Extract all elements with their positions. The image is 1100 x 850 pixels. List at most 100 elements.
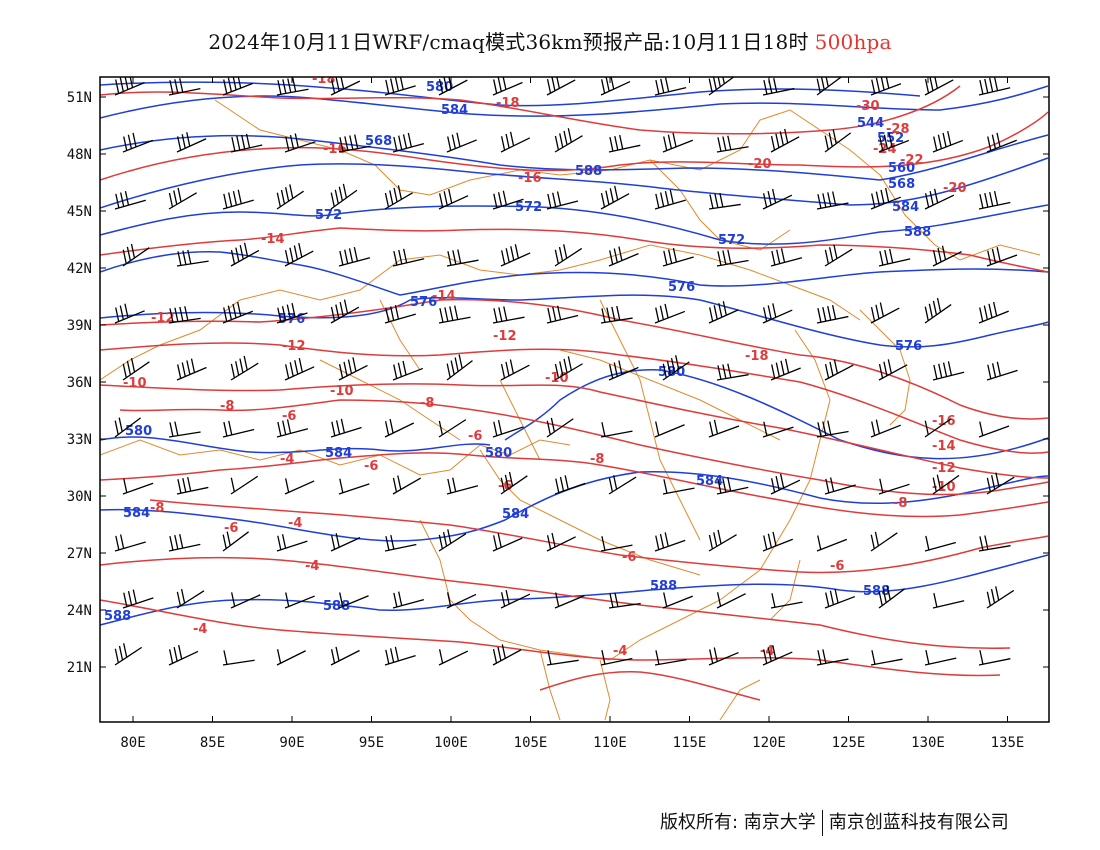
wind-barb [438, 189, 469, 210]
contour-label: -4 [305, 559, 319, 574]
wind-barb [554, 356, 583, 381]
wind-barb [276, 184, 304, 210]
contour-label: 584 [696, 474, 723, 489]
contour-label: -8 [220, 399, 234, 414]
wind-barb [924, 188, 955, 210]
wind-barb [932, 592, 965, 609]
wind-barb [122, 243, 150, 267]
wind-barb [878, 478, 910, 495]
lon-label: 115E [673, 735, 707, 751]
contour-label: -28 [886, 122, 910, 137]
wind-barb [384, 418, 415, 438]
wind-barb [500, 589, 531, 609]
wind-barb [870, 77, 902, 96]
wind-barb [978, 535, 1011, 552]
wind-barb [168, 187, 197, 210]
wind-barb [276, 302, 308, 324]
wind-barb [878, 132, 910, 153]
wind-barb [770, 358, 801, 381]
wind-barb [384, 185, 413, 210]
wind-barb [770, 248, 803, 267]
wind-barb [878, 585, 906, 609]
contour-label: -14 [261, 232, 285, 247]
contour-label: -8 [150, 501, 164, 516]
wind-barb [986, 472, 1015, 495]
contour-label: -20 [943, 181, 967, 196]
wind-barb [762, 531, 794, 552]
wind-barb [284, 592, 315, 609]
wind-barb [716, 592, 746, 609]
wind-barb [546, 532, 576, 552]
wind-barb [384, 535, 417, 552]
contour-label: -12 [932, 461, 956, 476]
lon-label: 100E [434, 735, 468, 751]
contour-label: -12 [493, 329, 517, 344]
contour-label: -10 [330, 384, 354, 399]
contour-label: 576 [895, 339, 922, 354]
wind-barb [824, 129, 852, 153]
wind-barb [284, 133, 316, 153]
wind-barb [608, 592, 641, 609]
wind-barb [492, 644, 522, 666]
wind-barb [438, 419, 467, 438]
contour-label: 576 [278, 312, 305, 327]
wind-barb [708, 77, 735, 96]
wind-barb [924, 77, 954, 96]
contour-label: 560 [888, 161, 915, 176]
lat-label: 30N [67, 489, 92, 505]
wind-barb [932, 474, 960, 495]
wind-barb [932, 361, 965, 381]
pressure-level: 500hpa [814, 30, 892, 54]
wind-barb [392, 591, 425, 609]
wind-barb [330, 646, 360, 666]
wind-barb [114, 303, 145, 324]
lon-label: 120E [752, 735, 786, 751]
contour-label: -8 [893, 496, 907, 511]
contour-label: 584 [123, 506, 150, 521]
wind-barb [770, 128, 800, 153]
wind-barb [222, 189, 254, 210]
wind-barb [554, 244, 583, 267]
wind-barb [716, 135, 749, 153]
contour-label: -14 [432, 289, 456, 304]
wind-barb [176, 249, 209, 267]
wind-barb [176, 589, 205, 609]
wind-barb [438, 649, 469, 666]
wind-barb [708, 529, 737, 552]
wind-barb [384, 77, 416, 96]
wind-barb [924, 418, 952, 438]
contour-label: -6 [282, 409, 296, 424]
contour-label: 568 [888, 177, 915, 192]
wind-barb [546, 305, 579, 324]
company-name: 南京创蓝科技有限公司 [828, 812, 1009, 833]
wind-barb [222, 650, 255, 666]
wind-barb [608, 134, 641, 153]
wind-barb [168, 306, 201, 324]
wind-barb [708, 301, 739, 324]
wind-barb [654, 650, 687, 666]
contour-label: 580 [485, 446, 512, 461]
wind-barb [762, 188, 793, 210]
wind-barb [932, 131, 964, 153]
lon-label: 95E [359, 735, 384, 751]
wind-barb [546, 77, 576, 96]
wind-barb [978, 77, 1011, 96]
lat-label: 42N [67, 261, 92, 277]
wind-barb [446, 132, 477, 153]
contour-label: 568 [365, 134, 392, 149]
wind-barb [114, 77, 145, 96]
wind-barb [492, 306, 525, 324]
wind-barb [446, 354, 473, 381]
wind-barb [546, 650, 579, 666]
wind-barb [330, 418, 362, 438]
wind-barb [662, 132, 694, 153]
lon-label: 90E [279, 735, 304, 751]
wind-barb [230, 355, 259, 381]
contour-label: -12 [151, 311, 175, 326]
wind-barb [284, 478, 315, 495]
wind-barb [924, 297, 952, 324]
contour-label: 588 [863, 584, 890, 599]
contour-label: -18 [496, 96, 520, 111]
wind-barb [816, 535, 848, 552]
